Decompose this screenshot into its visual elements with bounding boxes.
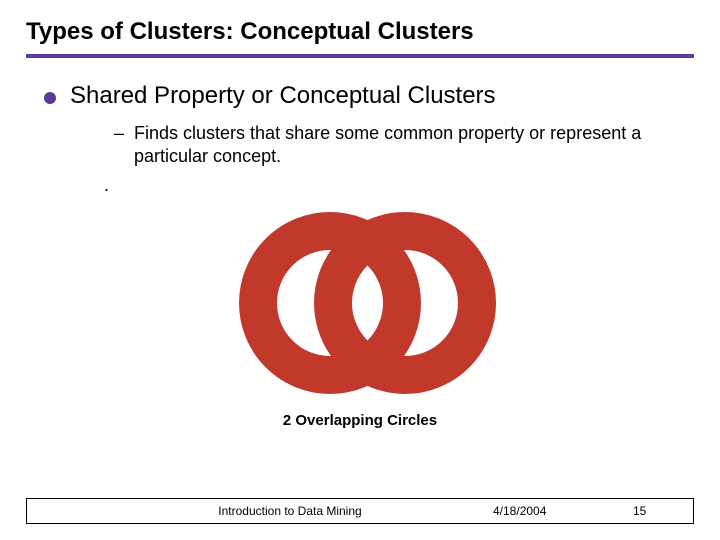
terminal-dot: . [26, 175, 694, 196]
slide: Types of Clusters: Conceptual Clusters S… [0, 0, 720, 540]
bullet-icon [44, 92, 56, 104]
footer-date: 4/18/2004 [493, 504, 633, 518]
dash-icon: – [114, 122, 124, 145]
footer-page-number: 15 [633, 504, 693, 518]
diagram-caption: 2 Overlapping Circles [26, 412, 694, 429]
diagram-container [26, 208, 694, 398]
footer-course: Introduction to Data Mining [27, 504, 493, 518]
sub-bullet-text: Finds clusters that share some common pr… [134, 122, 674, 169]
overlapping-circles-diagram [220, 208, 500, 398]
slide-title: Types of Clusters: Conceptual Clusters [26, 18, 694, 46]
title-underline [26, 54, 694, 58]
sub-bullet-row: – Finds clusters that share some common … [26, 122, 694, 169]
footer-bar: Introduction to Data Mining 4/18/2004 15 [26, 498, 694, 524]
main-bullet-row: Shared Property or Conceptual Clusters [26, 82, 694, 110]
main-bullet-text: Shared Property or Conceptual Clusters [70, 82, 496, 110]
